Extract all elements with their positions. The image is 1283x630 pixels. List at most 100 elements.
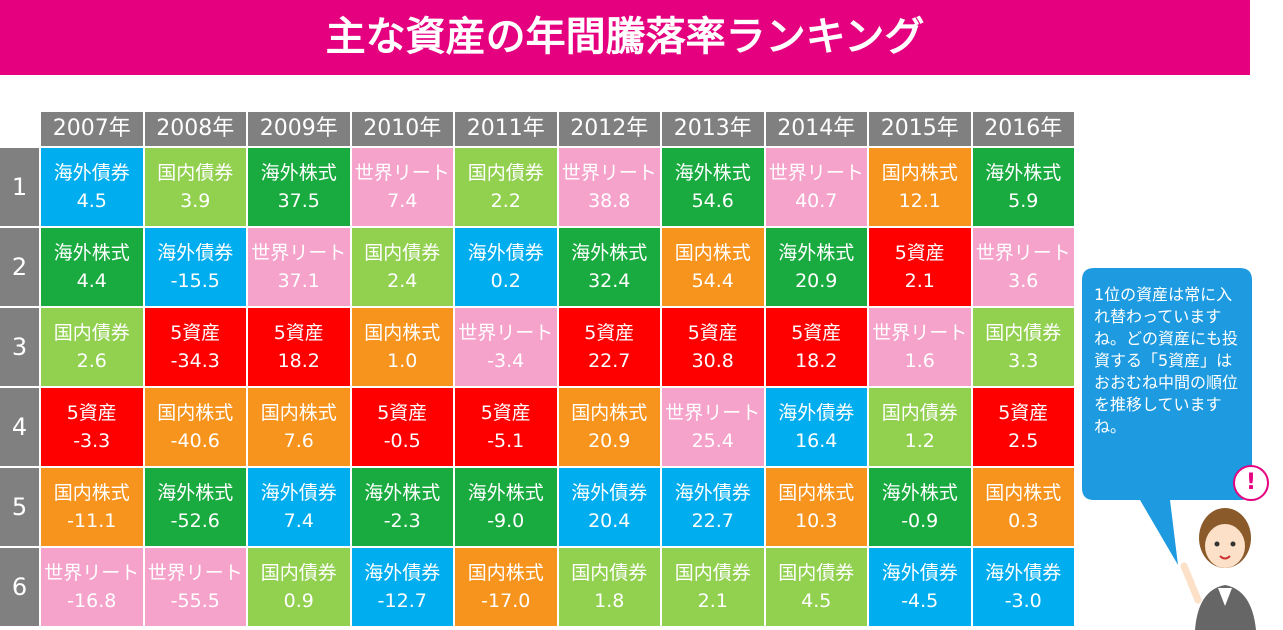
- return-value: -52.6: [170, 510, 220, 532]
- return-value: 4.5: [801, 590, 832, 612]
- return-value: 12.1: [898, 190, 941, 212]
- cell: 国内株式 -17.0: [455, 548, 557, 626]
- asset-name: 国内債券: [260, 562, 337, 584]
- cell: 5資産 -3.3: [41, 388, 143, 466]
- cell: 世界リート 37.1: [248, 228, 350, 306]
- rank-label: 2: [0, 228, 39, 306]
- asset-name: 5資産: [480, 402, 531, 424]
- asset-name: 国内株式: [985, 482, 1062, 504]
- asset-name: 世界リート: [147, 562, 243, 584]
- cell: 海外株式 4.4: [41, 228, 143, 306]
- return-value: -9.0: [487, 510, 525, 532]
- return-value: -3.3: [73, 430, 111, 452]
- cell: 国内債券 3.9: [144, 148, 246, 226]
- asset-name: 国内株式: [571, 402, 648, 424]
- return-value: 18.2: [277, 350, 320, 372]
- asset-name: 海外債券: [674, 482, 751, 504]
- asset-name: 国内債券: [674, 562, 751, 584]
- asset-name: 海外債券: [157, 242, 234, 264]
- person-collar: [1218, 588, 1232, 606]
- asset-name: 国内債券: [157, 162, 234, 184]
- return-value: 30.8: [691, 350, 734, 372]
- asset-name: 海外株式: [157, 482, 234, 504]
- asset-name: 海外株式: [674, 162, 751, 184]
- return-value: 3.9: [180, 190, 211, 212]
- asset-name: 5資産: [66, 402, 117, 424]
- return-value: 2.1: [697, 590, 728, 612]
- rank-label: 5: [0, 468, 39, 546]
- cell: 国内株式 20.9: [558, 388, 660, 466]
- cell: 国内債券 3.3: [972, 308, 1074, 386]
- cell: 海外株式 -9.0: [455, 468, 557, 546]
- cell: 国内株式 54.4: [662, 228, 764, 306]
- asset-name: 海外債券: [53, 162, 130, 184]
- cell: 国内株式 -11.1: [41, 468, 143, 546]
- cell: 5資産 22.7: [558, 308, 660, 386]
- year-header: 2013年: [662, 112, 764, 146]
- asset-name: 国内株式: [881, 162, 958, 184]
- return-value: 40.7: [795, 190, 838, 212]
- asset-name: 世界リート: [354, 162, 450, 184]
- rank-label: 1: [0, 148, 39, 226]
- year-header: 2010年: [351, 112, 453, 146]
- asset-name: 5資産: [791, 322, 842, 344]
- cell: 国内株式 10.3: [765, 468, 867, 546]
- year-header: 2015年: [869, 112, 971, 146]
- return-value: 2.4: [387, 270, 418, 292]
- asset-name: 国内債券: [571, 562, 648, 584]
- return-value: -3.0: [1004, 590, 1042, 612]
- asset-name: 国内株式: [674, 242, 751, 264]
- asset-name: 5資産: [998, 402, 1049, 424]
- asset-name: 世界リート: [665, 402, 761, 424]
- asset-name: 5資産: [584, 322, 635, 344]
- speech-bubble: [1082, 268, 1252, 565]
- mouth: [1219, 555, 1231, 560]
- rank-label: 6: [0, 548, 39, 626]
- cell: 海外株式 -2.3: [351, 468, 453, 546]
- cell: 5資産 -5.1: [455, 388, 557, 466]
- exclaim-bubble: [1233, 465, 1269, 501]
- return-value: -0.9: [901, 510, 939, 532]
- asset-name: 海外株式: [571, 242, 648, 264]
- cell: 5資産 2.1: [869, 228, 971, 306]
- return-value: 4.4: [76, 270, 107, 292]
- asset-name: 世界リート: [44, 562, 140, 584]
- cell: 世界リート -16.8: [41, 548, 143, 626]
- asset-name: 海外債券: [467, 242, 544, 264]
- return-value: 2.1: [904, 270, 935, 292]
- asset-name: 5資産: [170, 322, 221, 344]
- return-value: 18.2: [795, 350, 838, 372]
- year-header: 2011年: [455, 112, 557, 146]
- cell: 国内株式 0.3: [972, 468, 1074, 546]
- cell: 海外債券 -12.7: [351, 548, 453, 626]
- asset-name: 海外株式: [467, 482, 544, 504]
- cell: 5資産 -0.5: [351, 388, 453, 466]
- year-header: 2012年: [558, 112, 660, 146]
- return-value: 20.9: [795, 270, 838, 292]
- person-arm: [1180, 562, 1202, 604]
- cell: 世界リート 40.7: [765, 148, 867, 226]
- asset-name: 国内債券: [364, 242, 441, 264]
- asset-name: 5資産: [377, 402, 428, 424]
- return-value: 22.7: [588, 350, 631, 372]
- asset-name: 国内株式: [260, 402, 337, 424]
- return-value: 25.4: [691, 430, 734, 452]
- rank-label: 4: [0, 388, 39, 466]
- title: 主な資産の年間騰落率ランキング: [0, 0, 1250, 75]
- return-value: 38.8: [588, 190, 631, 212]
- asset-name: 海外債券: [571, 482, 648, 504]
- return-value: -34.3: [170, 350, 220, 372]
- exclaim: !: [1245, 470, 1257, 495]
- asset-name: 海外株式: [778, 242, 855, 264]
- return-value: -40.6: [170, 430, 220, 452]
- cell: 世界リート -55.5: [144, 548, 246, 626]
- cell: 国内債券 2.6: [41, 308, 143, 386]
- return-value: 7.4: [283, 510, 314, 532]
- cell: 海外債券 -3.0: [972, 548, 1074, 626]
- asset-name: 国内株式: [364, 322, 441, 344]
- year-header: 2008年: [144, 112, 246, 146]
- asset-name: 世界リート: [251, 242, 347, 264]
- asset-name: 世界リート: [768, 162, 864, 184]
- return-value: 7.6: [283, 430, 314, 452]
- cell: 世界リート 1.6: [869, 308, 971, 386]
